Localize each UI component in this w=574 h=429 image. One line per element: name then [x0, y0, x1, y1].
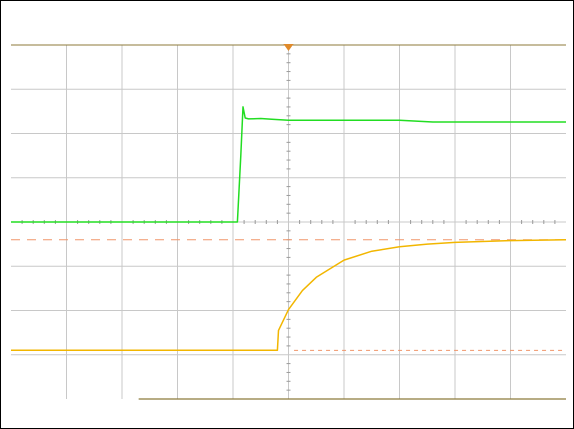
trace-ch1 — [11, 106, 566, 223]
trace-ch2 — [11, 238, 567, 352]
trigger-marker — [283, 44, 294, 51]
